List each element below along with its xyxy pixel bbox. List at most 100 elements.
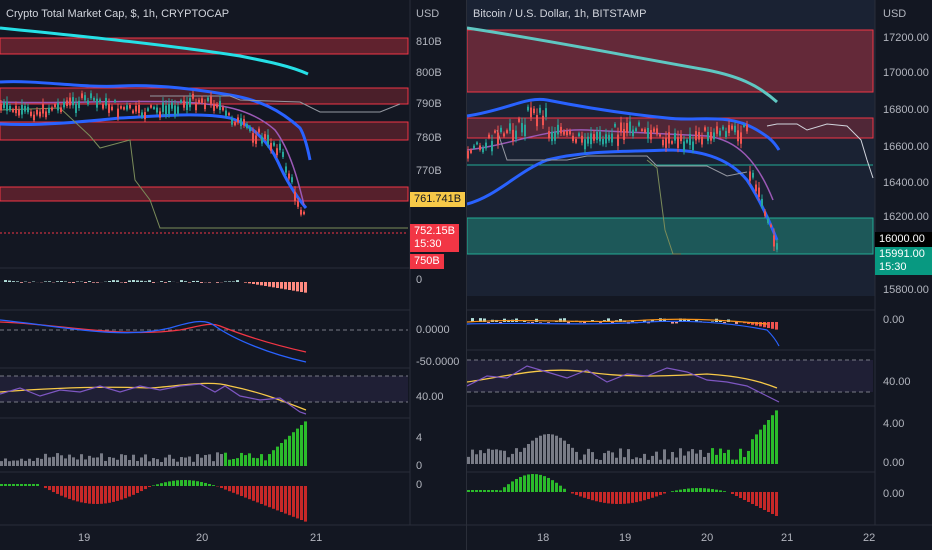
candle-body xyxy=(123,107,125,110)
candle-body xyxy=(174,105,176,115)
momentum-bar xyxy=(172,480,175,486)
volume-bar xyxy=(551,434,554,464)
momentum-bar xyxy=(579,492,582,497)
candle-body xyxy=(554,132,556,141)
upper-band-line xyxy=(0,80,312,161)
candle-body xyxy=(183,100,185,108)
candle-body xyxy=(117,108,119,118)
candle-body xyxy=(18,109,20,116)
osc-bar xyxy=(216,282,219,283)
momentum-bar xyxy=(471,490,474,492)
candle-body xyxy=(252,133,254,143)
volume-bar xyxy=(16,460,19,466)
currency-label[interactable]: USD xyxy=(883,8,907,20)
momentum-bar xyxy=(759,492,762,508)
osc-bar xyxy=(675,322,678,324)
volume-bar xyxy=(300,425,303,466)
osc-bar xyxy=(567,322,570,324)
macd-tick: 0.0000 xyxy=(416,324,450,336)
candle-body xyxy=(21,105,23,115)
candle-body xyxy=(509,123,511,131)
momentum-bar xyxy=(84,486,87,504)
trailing-line xyxy=(0,107,408,229)
momentum-bar xyxy=(583,492,586,498)
volume-bar xyxy=(703,456,706,464)
osc-bar xyxy=(152,282,155,283)
momentum-bar xyxy=(180,480,183,486)
currency-label[interactable]: USD xyxy=(416,8,440,20)
momentum-bar xyxy=(248,486,251,500)
candle-body xyxy=(473,145,475,149)
volume-bar xyxy=(491,449,494,464)
volume-bar xyxy=(108,457,111,466)
volume-bar xyxy=(527,444,530,464)
candle-body xyxy=(578,133,580,137)
volume-zero-tick: 0 xyxy=(416,460,423,472)
momentum-bar xyxy=(655,492,658,497)
momentum-bar xyxy=(164,482,167,486)
momentum-bar xyxy=(148,486,151,488)
volume-bar xyxy=(232,458,235,466)
candle-body xyxy=(255,135,257,144)
price-tick: 810B xyxy=(416,36,442,48)
momentum-bar xyxy=(8,484,11,486)
candle-body xyxy=(135,105,137,112)
volume-bar xyxy=(204,454,207,466)
price-tick: 16400.00 xyxy=(883,177,929,189)
candle-body xyxy=(650,130,652,140)
momentum-bar xyxy=(140,486,143,492)
candle-body xyxy=(228,113,230,116)
candle-body xyxy=(722,126,724,130)
osc-bar xyxy=(759,322,762,327)
momentum-bar xyxy=(288,486,291,516)
candle-body xyxy=(81,93,83,98)
osc-bar xyxy=(643,319,646,322)
right-chart-canvas[interactable] xyxy=(467,0,932,550)
candle-body xyxy=(108,103,110,113)
momentum-bar xyxy=(232,486,235,493)
candle-body xyxy=(276,148,278,156)
momentum-bar xyxy=(16,484,19,486)
volume-bar xyxy=(639,458,642,464)
momentum-bar xyxy=(4,484,7,486)
candle-body xyxy=(776,243,778,250)
volume-bar xyxy=(288,435,291,466)
volume-bar xyxy=(607,450,610,464)
osc-bar xyxy=(671,322,674,324)
candle-body xyxy=(84,95,86,101)
momentum-bar xyxy=(555,482,558,492)
right-chart-panel[interactable]: Bitcoin / U.S. Dollar, 1h, BITSTAMP USD … xyxy=(466,0,932,550)
candle-body xyxy=(761,198,763,207)
candle-body xyxy=(704,127,706,131)
candle-body xyxy=(674,133,676,141)
resistance-zone xyxy=(0,37,409,55)
momentum-bar xyxy=(304,486,307,522)
momentum-bar xyxy=(276,486,279,511)
osc-bar xyxy=(88,281,91,282)
candle-body xyxy=(3,102,5,108)
volume-bar xyxy=(659,459,662,464)
momentum-bar xyxy=(156,484,159,486)
candle-body xyxy=(156,107,158,113)
candle-body xyxy=(764,211,766,216)
volume-zero-tick: 0.00 xyxy=(883,457,905,469)
candle-body xyxy=(273,142,275,146)
left-chart-canvas[interactable] xyxy=(0,0,466,550)
chart-title[interactable]: Crypto Total Market Cap, $, 1h, CRYPTOCA… xyxy=(6,8,230,20)
osc-bar xyxy=(56,281,59,282)
left-chart-panel[interactable]: Crypto Total Market Cap, $, 1h, CRYPTOCA… xyxy=(0,0,466,550)
volume-bar xyxy=(679,448,682,464)
volume-bar xyxy=(663,449,666,464)
candle-body xyxy=(749,171,751,181)
volume-bar xyxy=(503,450,506,464)
last-price-value: 15991.00 xyxy=(879,248,925,260)
momentum-bar xyxy=(519,476,522,492)
osc-bar xyxy=(747,322,750,324)
date-tick: 21 xyxy=(310,532,323,544)
momentum-bar xyxy=(188,480,191,486)
chart-title[interactable]: Bitcoin / U.S. Dollar, 1h, BITSTAMP xyxy=(473,8,647,20)
candle-body xyxy=(479,145,481,150)
momentum-bar xyxy=(76,486,79,502)
osc-bar xyxy=(252,282,255,284)
osc-bar xyxy=(563,318,566,322)
